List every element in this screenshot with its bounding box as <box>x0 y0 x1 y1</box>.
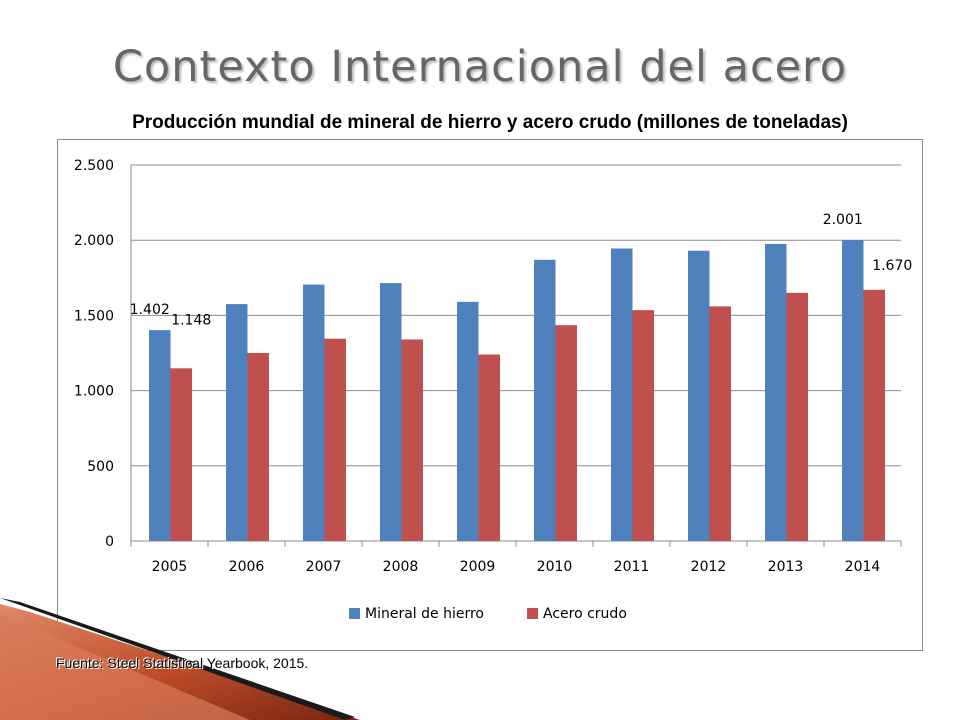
bar-acero-crudo <box>247 353 269 541</box>
source-note: Fuente: Steel Statistical Yearbook, 2015… <box>56 655 309 671</box>
bar-mineral-de-hierro <box>842 240 864 541</box>
x-tick-label: 2010 <box>537 559 573 575</box>
data-label: 1.402 <box>130 302 170 318</box>
bar-acero-crudo <box>478 354 500 541</box>
data-label: 2.001 <box>823 212 863 228</box>
legend-label: Mineral de hierro <box>365 606 484 622</box>
x-tick-label: 2006 <box>229 559 265 575</box>
bar-mineral-de-hierro <box>226 304 248 541</box>
slide-title: Contexto Internacional del acero <box>112 42 848 92</box>
bar-mineral-de-hierro <box>303 284 325 541</box>
data-label: 1.670 <box>872 258 912 274</box>
x-tick-label: 2005 <box>152 559 188 575</box>
bar-mineral-de-hierro <box>457 301 479 541</box>
bar-acero-crudo <box>170 368 192 541</box>
bar-mineral-de-hierro <box>534 259 556 541</box>
bar-mineral-de-hierro <box>611 248 633 542</box>
bar-chart: 0 500 1.000 1.500 2.000 2.500 2005 2006 2007 2008… <box>74 158 912 622</box>
x-tick-label: 2007 <box>306 559 342 575</box>
x-tick-label: 2008 <box>383 559 419 575</box>
x-tick-label: 2011 <box>614 559 650 575</box>
chart-area: 0 500 1.000 1.500 2.000 2.500 2005 2006 2007 2008… <box>57 139 923 651</box>
y-tick-label: 1.000 <box>74 384 114 400</box>
bar-mineral-de-hierro <box>380 283 402 541</box>
data-label: 1.148 <box>171 312 211 328</box>
y-tick-label: 0 <box>105 534 114 550</box>
decorative-wedge <box>0 598 360 720</box>
bar-mineral-de-hierro <box>765 243 787 541</box>
x-tick-label: 2009 <box>460 559 496 575</box>
x-tick-label: 2014 <box>845 559 881 575</box>
bar-acero-crudo <box>324 338 346 541</box>
legend-swatch-mineral-de-hierro <box>349 608 360 619</box>
bar-acero-crudo <box>786 292 808 541</box>
bar-acero-crudo <box>863 289 885 541</box>
bar-mineral-de-hierro <box>688 250 710 541</box>
bar-acero-crudo <box>555 325 577 541</box>
bar-mineral-de-hierro <box>149 330 171 541</box>
x-tick-label: 2012 <box>691 559 727 575</box>
y-tick-label: 500 <box>87 459 114 475</box>
bar-acero-crudo <box>401 339 423 541</box>
y-tick-label: 1.500 <box>74 308 114 324</box>
x-tick-label: 2013 <box>768 559 804 575</box>
bar-acero-crudo <box>632 310 654 541</box>
bar-acero-crudo <box>709 306 731 541</box>
chart-title: Producción mundial de mineral de hierro … <box>132 112 848 133</box>
legend-swatch-acero-crudo <box>527 608 538 619</box>
y-tick-label: 2.500 <box>74 158 114 174</box>
y-tick-label: 2.000 <box>74 233 114 249</box>
legend-label: Acero crudo <box>543 606 627 622</box>
